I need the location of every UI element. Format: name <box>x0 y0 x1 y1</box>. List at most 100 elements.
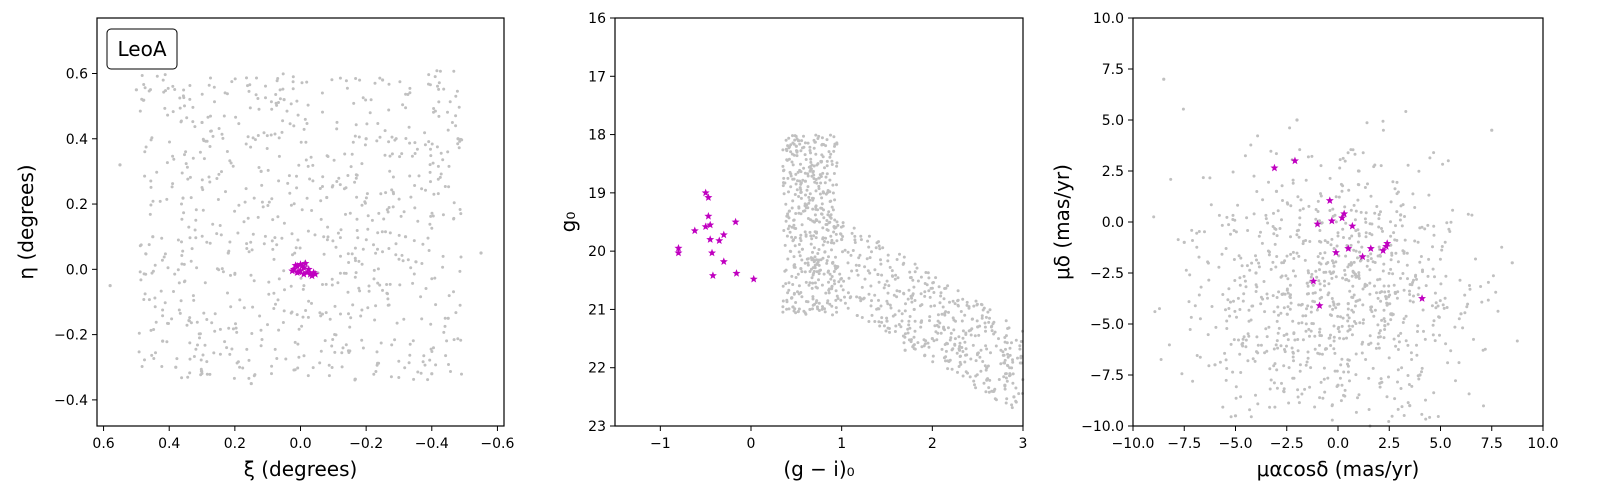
field-point <box>861 297 865 301</box>
field-point <box>832 230 836 234</box>
field-point <box>794 301 798 304</box>
field-point <box>260 183 264 187</box>
field-point <box>408 91 412 95</box>
field-point <box>430 142 434 146</box>
field-point <box>891 274 895 278</box>
field-point <box>397 197 401 201</box>
x-tick-label: −0.6 <box>480 436 514 452</box>
field-point <box>803 311 807 315</box>
field-point <box>893 330 897 333</box>
field-point <box>290 232 294 236</box>
field-point <box>1321 256 1325 260</box>
field-point <box>1274 343 1278 347</box>
field-point <box>437 100 441 104</box>
field-point <box>1326 376 1330 380</box>
field-point <box>983 325 987 329</box>
field-point <box>1300 392 1304 396</box>
field-point <box>782 176 786 180</box>
field-point <box>818 269 821 273</box>
field-point <box>1361 151 1365 155</box>
field-point <box>1292 257 1296 260</box>
field-point <box>1263 310 1267 314</box>
field-point <box>1285 344 1288 348</box>
field-point <box>295 174 298 178</box>
field-point <box>1289 252 1293 256</box>
field-point <box>1369 257 1373 261</box>
field-point <box>452 217 456 221</box>
field-point <box>1364 358 1368 361</box>
field-point <box>1385 301 1389 305</box>
field-point <box>1491 274 1495 278</box>
field-point <box>985 347 989 351</box>
field-point <box>869 304 873 308</box>
field-point <box>1308 334 1311 338</box>
field-point <box>1005 379 1009 383</box>
field-point <box>946 342 949 346</box>
field-point <box>400 152 404 156</box>
field-point <box>439 172 443 176</box>
field-point <box>1433 291 1437 295</box>
field-point <box>991 322 995 326</box>
field-point <box>857 256 861 260</box>
field-point <box>787 209 791 213</box>
field-point <box>1408 299 1412 303</box>
field-point <box>1446 361 1450 365</box>
y-tick-label: 0.2 <box>66 197 88 213</box>
field-point <box>1343 388 1347 392</box>
field-point <box>423 363 427 367</box>
field-point <box>180 376 184 380</box>
field-point <box>1284 274 1288 278</box>
field-point <box>1014 338 1018 342</box>
field-point <box>256 97 260 100</box>
field-point <box>431 161 435 165</box>
field-point <box>295 186 299 190</box>
field-point <box>1443 296 1447 300</box>
field-point <box>1189 315 1193 319</box>
field-point <box>1376 296 1380 300</box>
field-point <box>1244 338 1248 342</box>
field-point <box>985 378 989 382</box>
field-point <box>441 158 445 162</box>
field-point <box>1420 412 1424 416</box>
field-point <box>1241 337 1245 341</box>
field-point <box>1376 278 1380 282</box>
field-point <box>989 351 992 355</box>
field-point <box>143 150 147 154</box>
field-point <box>825 223 829 226</box>
field-point <box>428 83 432 87</box>
field-point <box>228 240 232 244</box>
field-point <box>1368 334 1372 338</box>
field-point <box>810 276 814 280</box>
field-point <box>963 340 967 344</box>
field-point <box>1381 128 1385 132</box>
field-point <box>180 262 184 266</box>
field-point <box>211 134 215 138</box>
field-point <box>1245 264 1249 268</box>
field-point <box>1288 126 1292 130</box>
field-point <box>855 314 859 317</box>
field-point <box>782 192 786 196</box>
field-point <box>1431 323 1435 327</box>
field-point <box>984 329 987 333</box>
field-point <box>459 212 463 216</box>
field-point <box>302 127 306 131</box>
field-point <box>1442 306 1446 310</box>
field-point <box>414 260 418 264</box>
field-point <box>297 163 301 167</box>
member-star <box>1331 248 1340 256</box>
member-star <box>288 266 297 275</box>
field-point <box>377 211 381 215</box>
field-point <box>842 279 846 283</box>
field-point <box>1391 272 1395 276</box>
field-point <box>225 92 229 96</box>
field-point <box>807 201 811 205</box>
field-point <box>1365 121 1369 125</box>
field-point <box>282 221 286 225</box>
field-point <box>1444 342 1448 346</box>
field-point <box>835 161 839 165</box>
field-point <box>1304 363 1308 367</box>
field-point <box>802 134 805 138</box>
field-point <box>1233 279 1237 282</box>
field-point <box>956 370 959 374</box>
field-point <box>430 372 434 376</box>
